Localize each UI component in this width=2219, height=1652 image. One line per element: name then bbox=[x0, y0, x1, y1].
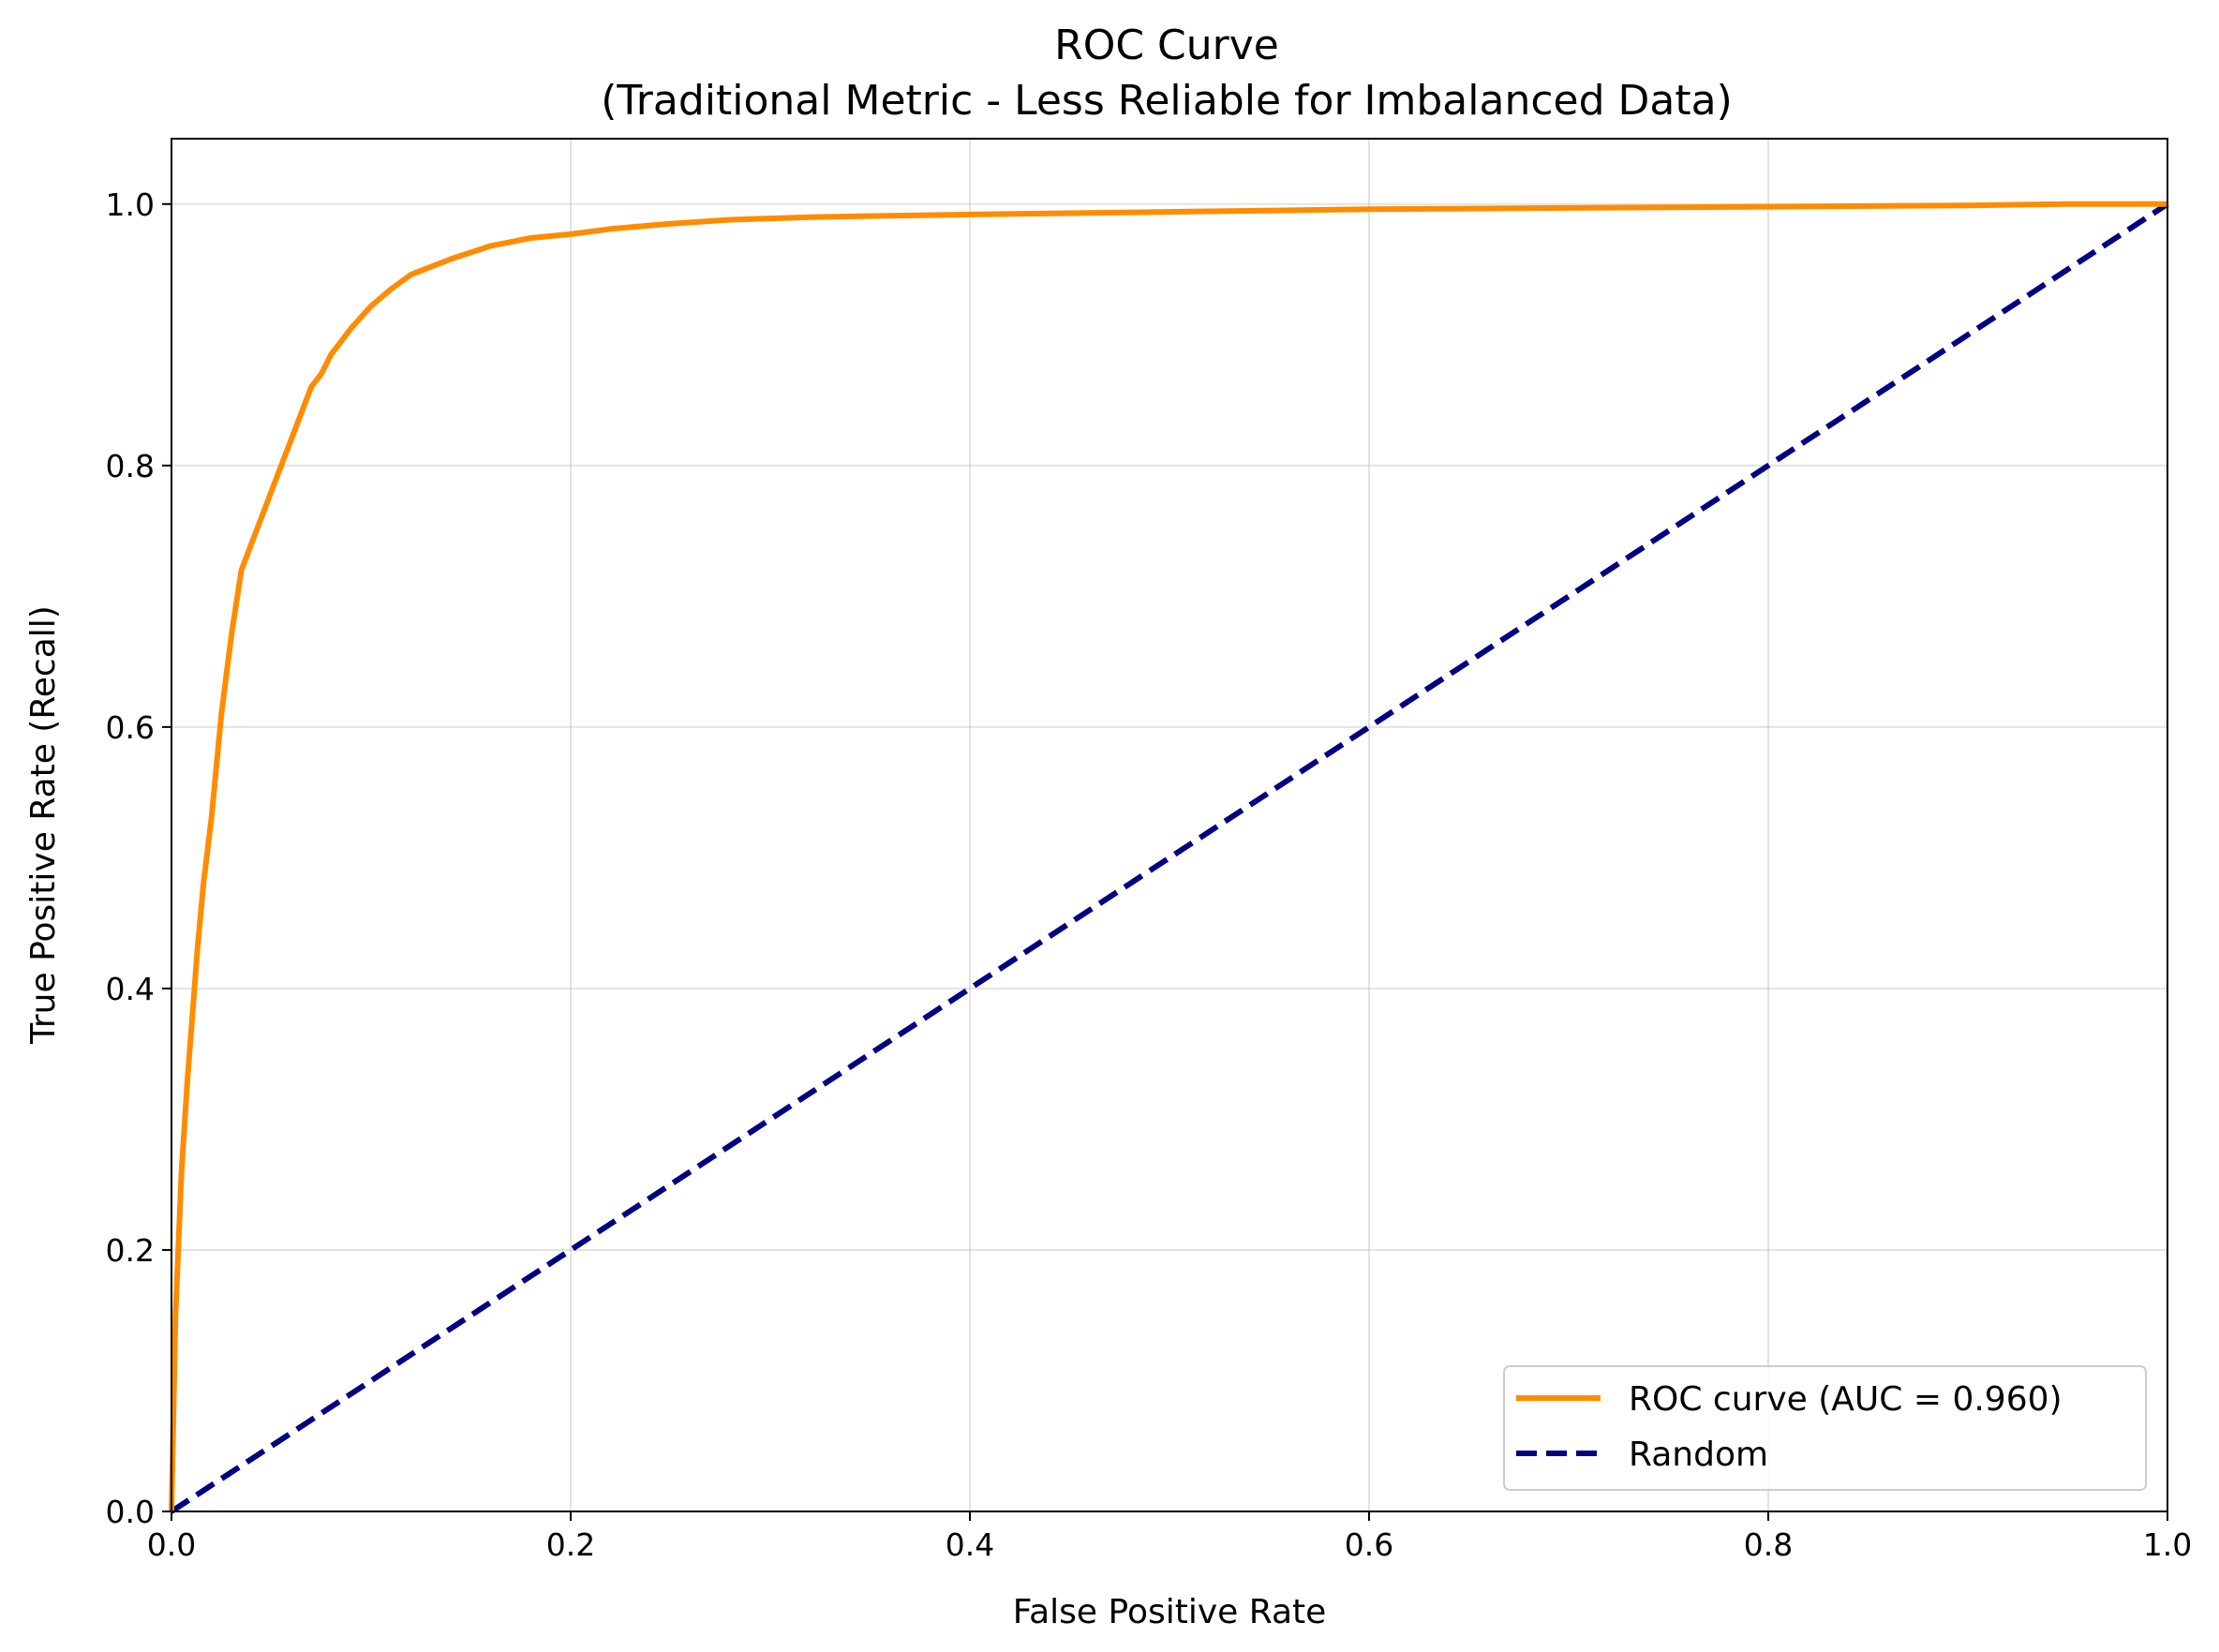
y-tick-label: 0.8 bbox=[106, 448, 155, 484]
x-tick-label: 0.4 bbox=[946, 1526, 994, 1563]
y-axis-label: True Positive Rate (Recall) bbox=[24, 605, 63, 1045]
y-tick-label: 0.0 bbox=[106, 1494, 155, 1530]
x-tick-label: 1.0 bbox=[2143, 1526, 2192, 1563]
grid-lines bbox=[171, 139, 2168, 1512]
y-tick-label: 1.0 bbox=[106, 186, 155, 223]
x-tick-label: 0.8 bbox=[1744, 1526, 1793, 1563]
plot-frame bbox=[171, 138, 2168, 1512]
y-tick-label: 0.6 bbox=[106, 709, 155, 746]
legend: ROC curve (AUC = 0.960) Random bbox=[1503, 1365, 2147, 1491]
roc-curve-line bbox=[169, 201, 2167, 1512]
chart-subtitle: (Traditional Metric - Less Reliable for … bbox=[601, 77, 1733, 125]
x-tick-label: 0.6 bbox=[1345, 1526, 1393, 1563]
chart-title: ROC Curve bbox=[1054, 22, 1279, 69]
legend-label-roc: ROC curve (AUC = 0.960) bbox=[1629, 1380, 2063, 1419]
x-tick-label: 0.0 bbox=[147, 1526, 196, 1563]
random-baseline-line bbox=[170, 201, 2169, 1514]
y-tick-label: 0.2 bbox=[106, 1232, 155, 1269]
x-axis-label: False Positive Rate bbox=[1013, 1593, 1327, 1631]
series-layer bbox=[169, 201, 2169, 1514]
legend-label-random: Random bbox=[1629, 1436, 1768, 1474]
axis-ticks: 0.0 0.2 0.4 0.6 0.8 1.0 0.0 0.2 0.4 0.6 0.8 1.0 bbox=[106, 186, 2193, 1563]
x-tick-label: 0.2 bbox=[546, 1526, 595, 1563]
y-tick-label: 0.4 bbox=[106, 971, 155, 1007]
legend-box bbox=[1503, 1365, 2147, 1491]
